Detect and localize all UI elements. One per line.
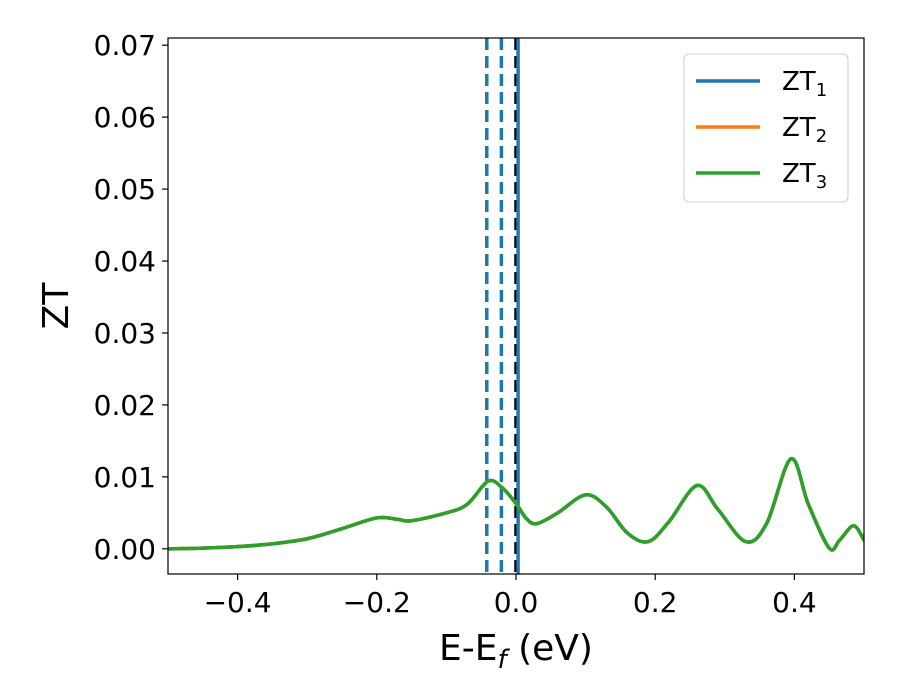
x-tick-label: 0.4 bbox=[772, 586, 817, 619]
y-axis: 0.00 0.01 0.02 0.03 0.04 0.05 0.06 0.07 bbox=[94, 29, 168, 566]
legend-label-3: ZT3 bbox=[782, 159, 827, 193]
series-line-3 bbox=[168, 457, 864, 552]
y-tick-label: 0.00 bbox=[94, 533, 156, 566]
y-tick-label: 0.03 bbox=[94, 317, 156, 350]
x-tick-label: 0.2 bbox=[633, 586, 678, 619]
x-tick-label: −0.4 bbox=[204, 586, 272, 619]
y-tick-label: 0.04 bbox=[94, 245, 156, 278]
y-tick-label: 0.01 bbox=[94, 461, 156, 494]
x-tick-label: 0.0 bbox=[494, 586, 539, 619]
y-axis-title: ZT bbox=[36, 282, 77, 330]
x-tick-label: −0.2 bbox=[343, 586, 411, 619]
plot-area bbox=[168, 38, 864, 574]
x-axis-title: E-Ef (eV) bbox=[439, 628, 593, 675]
legend-label-2: ZT2 bbox=[782, 113, 827, 147]
y-tick-label: 0.06 bbox=[94, 101, 156, 134]
y-tick-label: 0.02 bbox=[94, 389, 156, 422]
legend: ZT1 ZT2 ZT3 bbox=[683, 53, 849, 203]
x-axis: −0.4 −0.2 0.0 0.2 0.4 bbox=[204, 574, 817, 619]
y-tick-label: 0.05 bbox=[94, 173, 156, 206]
legend-box bbox=[683, 53, 849, 203]
legend-label-1: ZT1 bbox=[782, 67, 827, 101]
y-tick-label: 0.07 bbox=[94, 29, 156, 62]
